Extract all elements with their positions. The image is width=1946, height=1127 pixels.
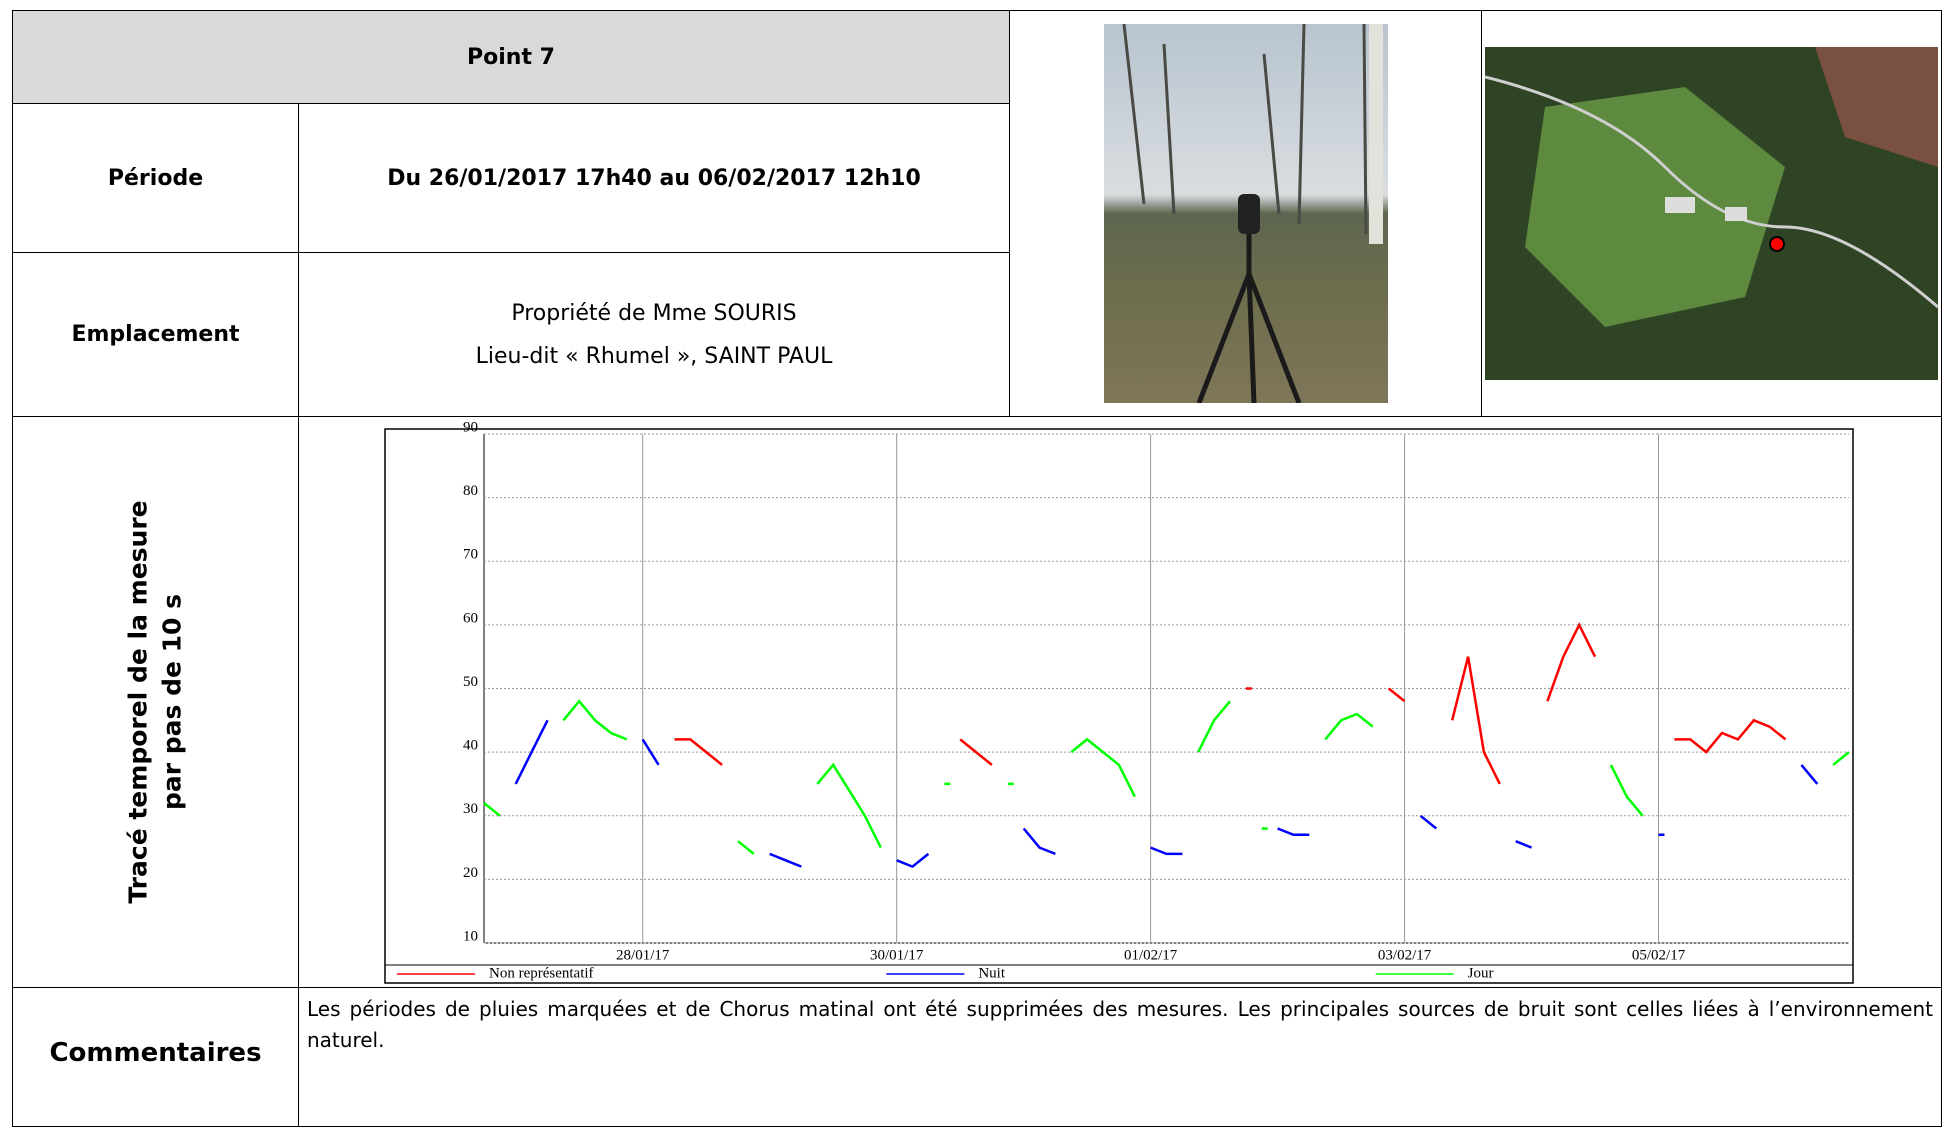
x-tick-label: 30/01/17 [870, 947, 924, 963]
row-label: Période [107, 165, 204, 191]
series-line [514, 719, 1819, 869]
y-tick-label: 90 [463, 419, 478, 435]
site-photo [1103, 24, 1388, 403]
y-tick-label: 40 [463, 738, 478, 754]
y-tick-label: 60 [463, 610, 478, 626]
legend-label: Jour [1468, 965, 1494, 981]
row-label: Emplacement [71, 322, 240, 347]
period-value: Du 26/01/2017 17h40 au 06/02/2017 12h10 [387, 165, 921, 191]
map-cell [1481, 10, 1942, 417]
series-line [483, 699, 1850, 855]
row-label: Commentaires [49, 1038, 262, 1068]
aerial-map [1485, 47, 1938, 380]
chart-frame [384, 428, 1854, 984]
value-cell: Du 26/01/2017 17h40 au 06/02/2017 12h10 [298, 103, 1010, 253]
location-line: Propriété de Mme SOURIS [511, 300, 797, 326]
location-line: Lieu-dit « Rhumel », SAINT PAUL [475, 343, 833, 369]
x-tick-label: 01/02/17 [1124, 947, 1178, 963]
y-tick-label: 30 [463, 801, 478, 817]
y-tick-label: 50 [463, 674, 478, 690]
y-tick-label: 80 [463, 483, 478, 499]
y-tick-label: 20 [463, 865, 478, 881]
y-tick-label: 70 [463, 547, 478, 563]
x-tick-label: 05/02/17 [1632, 947, 1686, 963]
y-tick-label: 10 [463, 928, 478, 944]
photo-cell [1009, 10, 1482, 417]
legend-label: Nuit [978, 965, 1006, 981]
x-tick-label: 03/02/17 [1378, 947, 1432, 963]
title: Point 7 [467, 44, 555, 70]
x-tick-label: 28/01/17 [616, 947, 670, 963]
legend-label: Non représentatif [489, 965, 594, 981]
series-line [674, 622, 1787, 785]
comment: Les périodes de pluies marquées et de Ch… [307, 997, 1933, 1052]
label-cell: Commentaires [12, 987, 299, 1127]
title-cell: Point 7 [12, 10, 1010, 104]
